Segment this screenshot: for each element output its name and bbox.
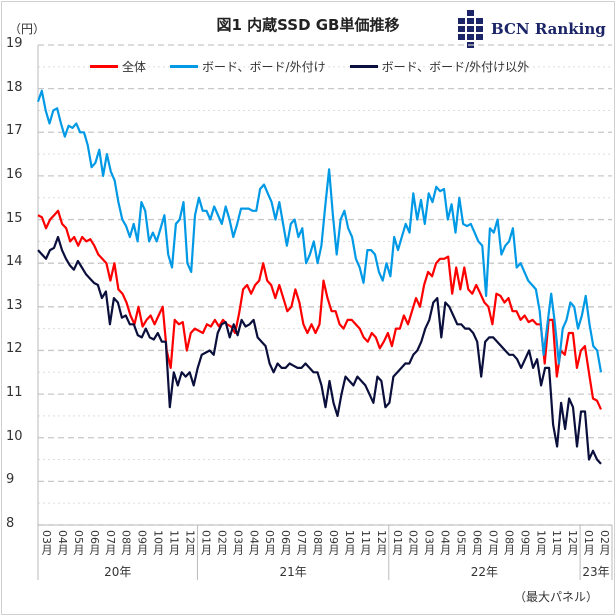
x-tick-label: 07月 bbox=[295, 530, 309, 555]
x-tick-label: 11月 bbox=[550, 530, 564, 555]
y-tick-label: 14 bbox=[6, 254, 23, 270]
x-tick-label: 05月 bbox=[454, 530, 468, 555]
y-tick-label: 11 bbox=[6, 385, 23, 401]
x-tick-label: 02月 bbox=[215, 530, 229, 555]
y-tick-label: 17 bbox=[6, 123, 23, 139]
x-tick-label: 09月 bbox=[327, 530, 340, 555]
x-tick-label: 05月 bbox=[263, 530, 277, 555]
y-tick-label: 8 bbox=[6, 516, 15, 531]
legend-label: 全体 bbox=[122, 60, 147, 74]
x-tick-label: 06月 bbox=[470, 530, 484, 555]
year-label: 23年 bbox=[582, 565, 610, 579]
y-tick-label: 15 bbox=[6, 210, 23, 226]
x-tick-label: 03月 bbox=[231, 530, 245, 555]
x-tick-label: 09月 bbox=[518, 530, 532, 555]
legend-label: ボード、ボード/外付け bbox=[202, 60, 326, 74]
y-tick-label: 19 bbox=[6, 36, 23, 51]
x-tick-label: 04月 bbox=[55, 530, 69, 555]
x-tick-label: 10月 bbox=[342, 530, 356, 555]
legend-swatch bbox=[170, 65, 199, 68]
legend-item-non-board: ボード、ボード/外付け以外 bbox=[349, 58, 530, 75]
x-tick-label: 08月 bbox=[502, 530, 516, 555]
x-tick-label: 08月 bbox=[311, 530, 325, 555]
x-tick-label: 04月 bbox=[247, 530, 261, 555]
year-label: 22年 bbox=[470, 565, 499, 579]
x-tick-label: 10月 bbox=[534, 530, 548, 555]
x-tick-label: 02月 bbox=[406, 530, 420, 555]
chart-title: 図1 内蔵SSD GB単価推移 bbox=[216, 16, 400, 34]
logo-text: BCN Ranking bbox=[491, 20, 606, 38]
y-tick-label: 18 bbox=[6, 79, 23, 95]
legend-item-all: 全体 bbox=[90, 58, 146, 75]
x-tick-label: 12月 bbox=[566, 530, 580, 555]
x-tick-label: 12月 bbox=[374, 530, 388, 555]
y-tick-label: 13 bbox=[6, 297, 23, 313]
x-tick-label: 07月 bbox=[486, 530, 500, 555]
x-tick-label: 01月 bbox=[582, 530, 596, 555]
legend-item-board: ボード、ボード/外付け bbox=[170, 58, 326, 75]
x-tick-label: 08月 bbox=[119, 530, 133, 555]
x-tick-label: 11月 bbox=[167, 530, 181, 555]
x-tick-label: 03月 bbox=[422, 530, 436, 555]
x-tick-label: 12月 bbox=[183, 530, 197, 555]
series-line-2 bbox=[37, 235, 602, 465]
x-tick-label: 03月 bbox=[40, 530, 53, 555]
x-tick-label: 06月 bbox=[279, 530, 293, 555]
x-tick-label: 01月 bbox=[199, 530, 213, 555]
y-tick-label: 12 bbox=[6, 341, 23, 357]
series-line-0 bbox=[37, 209, 603, 410]
y-tick-label: 10 bbox=[6, 428, 23, 444]
year-label: 20年 bbox=[104, 565, 132, 579]
y-axis-unit: （円） bbox=[9, 22, 46, 36]
x-tick-label: 01月 bbox=[390, 530, 404, 555]
x-tick-label: 07月 bbox=[103, 530, 117, 555]
footnote: （最大パネル） bbox=[513, 590, 598, 604]
y-tick-label: 16 bbox=[6, 166, 23, 182]
bcn-logo: BCN Ranking bbox=[458, 10, 606, 48]
legend-swatch bbox=[90, 65, 118, 68]
legend-label: ボード、ボード/外付け以外 bbox=[381, 60, 530, 74]
x-tick-label: 09月 bbox=[135, 530, 149, 555]
y-tick-label: 9 bbox=[6, 472, 15, 488]
year-label: 21年 bbox=[279, 565, 307, 579]
legend: 全体 ボード、ボード/外付け ボード、ボード/外付け以外 bbox=[90, 58, 529, 75]
x-tick-label: 04月 bbox=[438, 530, 452, 555]
x-tick-label: 11月 bbox=[358, 530, 372, 555]
x-tick-label: 10月 bbox=[151, 530, 165, 555]
x-tick-label: 06月 bbox=[87, 530, 101, 555]
x-tick-label: 02月 bbox=[598, 530, 612, 555]
x-tick-label: 05月 bbox=[71, 530, 85, 555]
legend-swatch bbox=[349, 65, 378, 68]
series-line-1 bbox=[36, 89, 603, 373]
